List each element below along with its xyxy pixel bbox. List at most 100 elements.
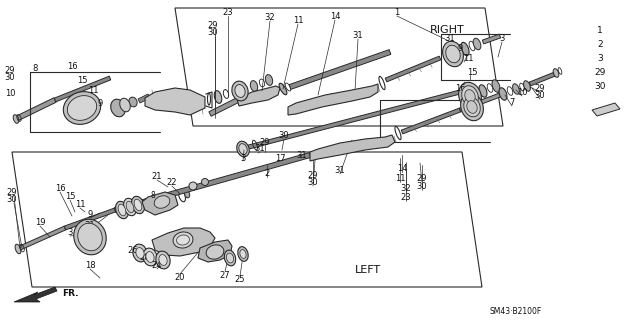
Polygon shape <box>198 240 232 262</box>
Ellipse shape <box>250 81 258 92</box>
Polygon shape <box>209 98 239 116</box>
Ellipse shape <box>129 97 137 107</box>
Ellipse shape <box>240 250 246 259</box>
Text: 25: 25 <box>235 276 245 284</box>
Polygon shape <box>401 108 461 134</box>
Ellipse shape <box>237 141 249 157</box>
Text: 29: 29 <box>208 20 218 29</box>
Text: 31: 31 <box>255 143 266 153</box>
Ellipse shape <box>13 115 19 123</box>
Polygon shape <box>460 93 500 112</box>
Ellipse shape <box>189 182 197 190</box>
Text: 8: 8 <box>150 190 156 199</box>
Ellipse shape <box>492 80 500 92</box>
Text: 9: 9 <box>88 210 93 219</box>
Polygon shape <box>115 153 310 212</box>
Polygon shape <box>142 192 178 215</box>
Ellipse shape <box>132 196 145 214</box>
Text: 2: 2 <box>264 169 269 178</box>
Text: 19: 19 <box>35 218 45 227</box>
Text: LEFT: LEFT <box>355 265 381 275</box>
Ellipse shape <box>143 248 157 266</box>
Text: 29: 29 <box>4 66 15 75</box>
Polygon shape <box>289 50 391 89</box>
Text: 29: 29 <box>595 68 605 76</box>
Polygon shape <box>237 86 280 106</box>
Ellipse shape <box>136 248 144 259</box>
Text: 29: 29 <box>535 84 545 92</box>
Ellipse shape <box>235 84 245 97</box>
Ellipse shape <box>465 90 475 102</box>
Ellipse shape <box>443 41 463 67</box>
Text: 10: 10 <box>4 89 15 98</box>
Text: 15: 15 <box>77 76 87 84</box>
Text: 31: 31 <box>335 165 346 174</box>
Ellipse shape <box>126 201 134 213</box>
Text: 22: 22 <box>167 178 177 187</box>
Text: 30: 30 <box>308 178 318 187</box>
Ellipse shape <box>499 88 507 100</box>
Text: 3: 3 <box>597 53 603 62</box>
Polygon shape <box>65 208 116 230</box>
Polygon shape <box>17 98 56 120</box>
Text: 27: 27 <box>220 270 230 279</box>
Ellipse shape <box>224 250 236 266</box>
Ellipse shape <box>461 93 483 121</box>
Ellipse shape <box>206 245 224 259</box>
Text: 9: 9 <box>97 99 102 108</box>
Text: 16: 16 <box>454 84 465 92</box>
Text: 30: 30 <box>4 73 15 82</box>
Text: 23: 23 <box>401 193 412 202</box>
Ellipse shape <box>202 179 209 186</box>
Text: 15: 15 <box>65 191 76 201</box>
Ellipse shape <box>459 82 481 110</box>
Text: 18: 18 <box>84 260 95 269</box>
Text: 31: 31 <box>445 34 455 43</box>
Text: 28: 28 <box>140 252 150 261</box>
Text: 10: 10 <box>516 87 527 97</box>
Text: 30: 30 <box>278 131 289 140</box>
Ellipse shape <box>461 42 469 56</box>
Polygon shape <box>592 103 620 116</box>
Polygon shape <box>54 76 111 102</box>
Polygon shape <box>244 90 461 150</box>
Polygon shape <box>385 56 441 82</box>
Ellipse shape <box>134 199 142 211</box>
Ellipse shape <box>524 81 531 91</box>
Ellipse shape <box>464 97 480 117</box>
Text: 32: 32 <box>265 12 275 21</box>
Text: 24: 24 <box>152 260 163 269</box>
Ellipse shape <box>154 196 170 208</box>
Ellipse shape <box>238 247 248 261</box>
Ellipse shape <box>239 144 247 154</box>
Ellipse shape <box>156 251 170 269</box>
Text: 30: 30 <box>595 82 605 91</box>
Ellipse shape <box>146 252 154 262</box>
Text: 11: 11 <box>292 15 303 25</box>
Polygon shape <box>145 88 205 115</box>
Ellipse shape <box>111 99 125 117</box>
Polygon shape <box>138 94 150 103</box>
Text: 11: 11 <box>88 85 99 94</box>
Text: 32: 32 <box>401 183 412 193</box>
Ellipse shape <box>159 255 167 265</box>
Polygon shape <box>19 226 66 250</box>
Ellipse shape <box>266 75 273 85</box>
Ellipse shape <box>467 101 477 113</box>
Ellipse shape <box>124 198 136 216</box>
Ellipse shape <box>177 235 189 245</box>
Text: 11: 11 <box>463 53 473 62</box>
Text: 14: 14 <box>397 164 407 172</box>
Text: SM43·B2100F: SM43·B2100F <box>490 308 542 316</box>
Polygon shape <box>14 287 57 302</box>
Ellipse shape <box>232 81 248 101</box>
Text: 17: 17 <box>275 154 285 163</box>
Text: 29: 29 <box>417 173 428 182</box>
Text: 14: 14 <box>330 12 340 20</box>
Text: 1: 1 <box>394 7 399 17</box>
Text: 11: 11 <box>75 199 85 209</box>
Ellipse shape <box>479 85 487 97</box>
Text: 31: 31 <box>297 150 307 159</box>
Ellipse shape <box>279 83 287 95</box>
Text: 3: 3 <box>67 228 73 236</box>
